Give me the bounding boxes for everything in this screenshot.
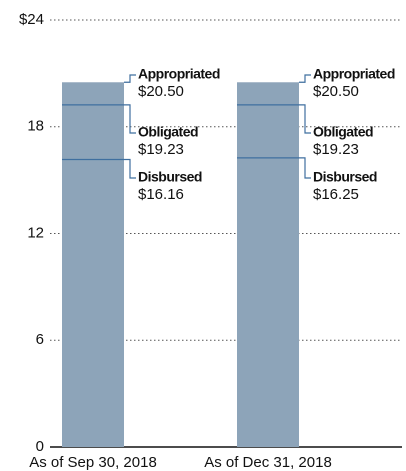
- data-label: $16.16: [138, 186, 184, 203]
- x-tick-label: As of Sep 30, 2018: [29, 454, 157, 471]
- y-tick-label: 18: [27, 118, 44, 135]
- legend-label: Appropriated: [313, 66, 395, 82]
- legend-label: Disbursed: [138, 169, 202, 185]
- y-tick-label: 0: [36, 438, 44, 455]
- y-tick-label: 6: [36, 331, 44, 348]
- leader-line: [299, 74, 311, 83]
- legend-label: Obligated: [313, 124, 373, 140]
- leader-line: [124, 104, 136, 134]
- y-tick-label: $24: [19, 11, 44, 28]
- leader-line: [299, 104, 311, 134]
- leader-line: [124, 158, 136, 179]
- x-tick-label: As of Dec 31, 2018: [204, 454, 332, 471]
- leader-line: [299, 157, 311, 179]
- leader-line: [124, 74, 136, 83]
- bar: [237, 82, 299, 447]
- data-label: $20.50: [313, 83, 359, 100]
- bar: [62, 82, 124, 447]
- data-label: $19.23: [138, 141, 184, 158]
- data-label: $16.25: [313, 186, 359, 203]
- data-label: $20.50: [138, 83, 184, 100]
- y-tick-label: 12: [27, 224, 44, 241]
- data-label: $19.23: [313, 141, 359, 158]
- legend-label: Disbursed: [313, 169, 377, 185]
- legend-label: Appropriated: [138, 66, 220, 82]
- legend-label: Obligated: [138, 124, 198, 140]
